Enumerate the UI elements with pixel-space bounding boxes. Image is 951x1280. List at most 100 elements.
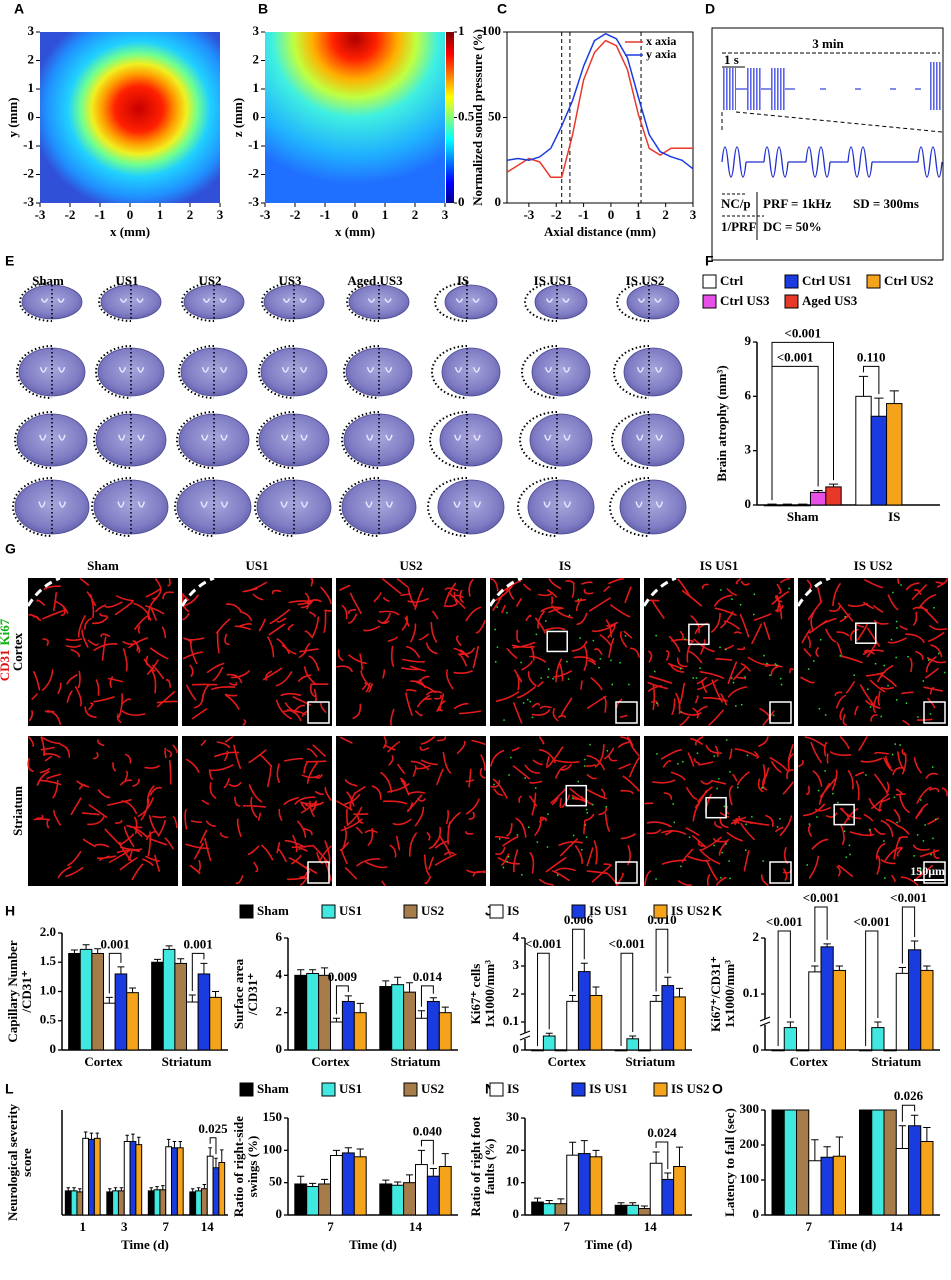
- x-tick-label: -3: [35, 207, 46, 222]
- bar: [531, 1201, 544, 1216]
- error-bar: [177, 958, 185, 964]
- vessel-network: [647, 578, 794, 726]
- x-tick-label: Cortex: [84, 1054, 123, 1069]
- error-bar: [83, 1131, 88, 1139]
- x-tick-label: 1: [382, 207, 389, 222]
- x-axis-label: Time (d): [121, 1237, 169, 1252]
- x-tick-label: Striatum: [871, 1054, 921, 1069]
- ventricle: [637, 298, 662, 303]
- panel-letter: C: [497, 1, 507, 17]
- error-bar: [149, 1187, 153, 1191]
- error-bar: [534, 1197, 542, 1203]
- legend-swatch: [321, 904, 336, 919]
- error-bar: [652, 1151, 660, 1164]
- error-bar: [297, 969, 305, 976]
- bar: [589, 1156, 603, 1216]
- interval-label: 1 s: [724, 52, 739, 67]
- legend-label: IS US2: [671, 1081, 710, 1096]
- y-axis-label: 1x1000/mm³: [482, 960, 497, 1028]
- p-value: 0.026: [894, 1088, 924, 1103]
- x-axis-label: Time (d): [349, 1237, 397, 1252]
- error-bar: [78, 1188, 82, 1192]
- inset-box: [615, 701, 638, 724]
- x-tick-label: 2: [187, 207, 194, 222]
- error-bar: [125, 1134, 129, 1142]
- error-bar: [320, 1178, 329, 1184]
- stain-name: CD31: [0, 649, 12, 681]
- bar: [341, 1152, 355, 1216]
- error-bar: [910, 940, 919, 950]
- brain-section: [439, 413, 503, 467]
- bar: [855, 395, 872, 506]
- bar: [426, 1000, 440, 1051]
- error-bar: [569, 994, 577, 1002]
- column-label: IS US2: [854, 558, 893, 573]
- y-tick-label: 0: [495, 194, 502, 209]
- error-bar: [923, 1127, 931, 1142]
- group-label: IS US1: [534, 273, 573, 288]
- error-bar: [153, 958, 161, 963]
- bar: [886, 403, 903, 506]
- ventricle: [545, 298, 570, 303]
- p-value: <0.001: [853, 914, 890, 929]
- inset-box: [615, 861, 638, 884]
- inset-box: [769, 861, 792, 884]
- y-tick-label: 1: [28, 80, 35, 95]
- hemisphere-outline: [524, 282, 558, 322]
- error-bar: [417, 1010, 426, 1019]
- error-bar: [569, 1141, 577, 1156]
- p-value: 0.006: [564, 912, 594, 927]
- y-tick-label: -2: [23, 165, 34, 180]
- error-bar: [309, 1182, 317, 1187]
- error-bar: [113, 1187, 118, 1191]
- bar: [870, 415, 888, 506]
- p-value: 0.025: [198, 1121, 228, 1136]
- x-axis-label: x (mm): [335, 224, 375, 239]
- x-tick-label: 7: [806, 1219, 813, 1234]
- group-label: Sham: [32, 273, 64, 288]
- legend-swatch: [702, 294, 717, 309]
- bar: [197, 973, 211, 1051]
- bar: [415, 1164, 428, 1216]
- brain-section: [527, 479, 595, 535]
- axis-break: [761, 1019, 769, 1025]
- brain-section: [534, 284, 588, 320]
- y-tick-label: 2.0: [40, 924, 56, 939]
- brain-section: [623, 347, 683, 397]
- error-bar: [835, 1136, 844, 1157]
- significance-bracket: [655, 928, 669, 992]
- bar: [403, 991, 417, 1051]
- x-tick-label: 3: [690, 207, 697, 222]
- hemisphere-outline: [434, 282, 468, 322]
- hemisphere-outline: [95, 345, 132, 399]
- bar: [114, 973, 128, 1051]
- y-tick-label: -1: [248, 137, 259, 152]
- y-tick-label: 6: [745, 387, 752, 402]
- panel-letter: J: [485, 903, 493, 919]
- y-tick-label: 50: [488, 108, 501, 123]
- bar: [808, 971, 822, 1051]
- x-axis-label: Time (d): [585, 1237, 633, 1252]
- error-bar: [664, 1172, 672, 1180]
- bar: [379, 1183, 393, 1216]
- y-tick-label: 100: [482, 23, 502, 38]
- y-tick-label: 3: [28, 23, 35, 38]
- vessel-network: [184, 736, 332, 886]
- x-tick-label: -2: [65, 207, 76, 222]
- bar: [783, 1109, 797, 1216]
- bar: [614, 1204, 628, 1216]
- roi-box: [546, 630, 568, 653]
- legend-swatch: [571, 1082, 586, 1097]
- inset-box: [923, 701, 946, 724]
- hemisphere-outline: [346, 282, 380, 322]
- significance-bracket: [814, 906, 828, 962]
- significance-bracket: [901, 1104, 916, 1122]
- ventricle: [40, 298, 65, 303]
- ventricle: [635, 501, 664, 508]
- period-label: 1/PRF: [721, 219, 756, 234]
- hemisphere-outline: [616, 282, 650, 322]
- y-tick-label: 3: [513, 957, 520, 972]
- error-bar: [165, 945, 173, 950]
- bar: [542, 1035, 556, 1051]
